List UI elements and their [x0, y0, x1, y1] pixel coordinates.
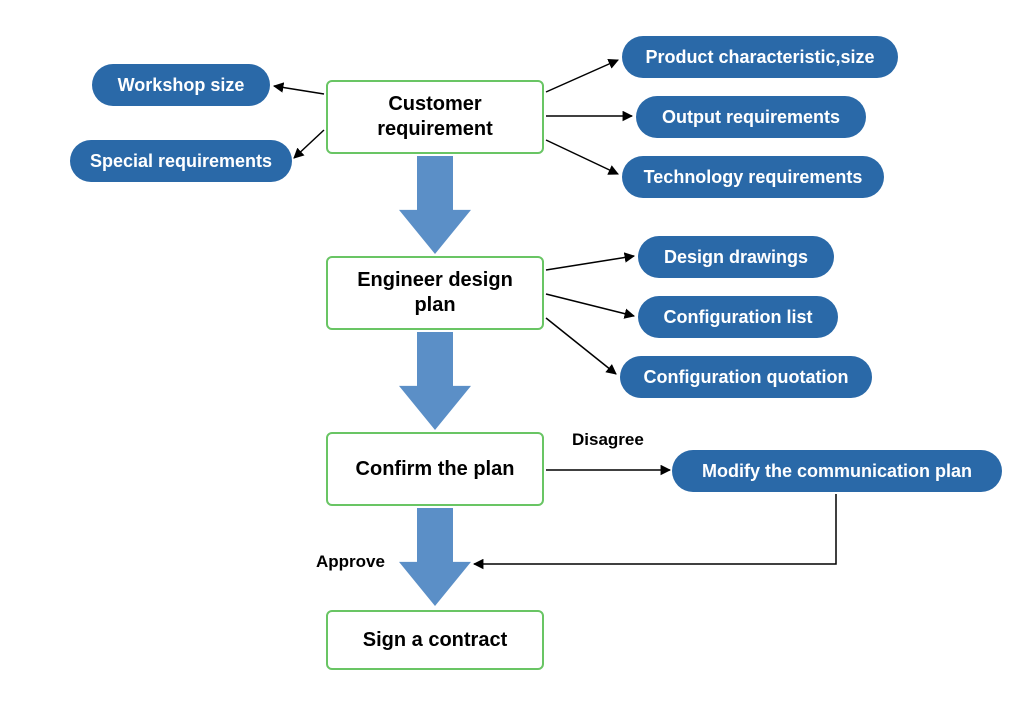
pill-output-requirements: Output requirements — [636, 96, 866, 138]
big-down-arrow — [399, 332, 471, 430]
pill-workshop-label: Workshop size — [118, 75, 245, 96]
box-customer-requirement: Customer requirement — [326, 80, 544, 154]
box-customer-label: Customer requirement — [336, 92, 534, 142]
pill-configuration-list: Configuration list — [638, 296, 838, 338]
thin-arrow — [546, 318, 616, 374]
pill-confquote-label: Configuration quotation — [644, 367, 849, 388]
thin-arrow — [274, 86, 324, 94]
label-disagree: Disagree — [572, 430, 644, 450]
pill-modify-communication-plan: Modify the communication plan — [672, 450, 1002, 492]
pill-drawings-label: Design drawings — [664, 247, 808, 268]
box-confirm-label: Confirm the plan — [356, 457, 515, 482]
pill-technology-requirements: Technology requirements — [622, 156, 884, 198]
box-sign-label: Sign a contract — [363, 628, 507, 653]
pill-configuration-quotation: Configuration quotation — [620, 356, 872, 398]
box-confirm-the-plan: Confirm the plan — [326, 432, 544, 506]
pill-special-requirements: Special requirements — [70, 140, 292, 182]
pill-design-drawings: Design drawings — [638, 236, 834, 278]
box-engineer-label: Engineer design plan — [336, 268, 534, 318]
thin-arrow — [546, 294, 634, 316]
pill-conflist-label: Configuration list — [664, 307, 813, 328]
pill-product-characteristic: Product characteristic,size — [622, 36, 898, 78]
big-down-arrow — [399, 508, 471, 606]
thin-arrow — [546, 256, 634, 270]
thin-arrow — [294, 130, 324, 158]
pill-workshop-size: Workshop size — [92, 64, 270, 106]
pill-tech-label: Technology requirements — [644, 167, 863, 188]
thin-arrow — [546, 140, 618, 174]
big-down-arrow — [399, 156, 471, 254]
pill-modify-label: Modify the communication plan — [702, 461, 972, 482]
flowchart-stage: Customer requirement Engineer design pla… — [0, 0, 1024, 717]
box-sign-a-contract: Sign a contract — [326, 610, 544, 670]
pill-product-label: Product characteristic,size — [645, 47, 874, 68]
pill-special-label: Special requirements — [90, 151, 272, 172]
pill-output-label: Output requirements — [662, 107, 840, 128]
thin-arrow — [546, 60, 618, 92]
box-engineer-design-plan: Engineer design plan — [326, 256, 544, 330]
label-approve: Approve — [316, 552, 385, 572]
